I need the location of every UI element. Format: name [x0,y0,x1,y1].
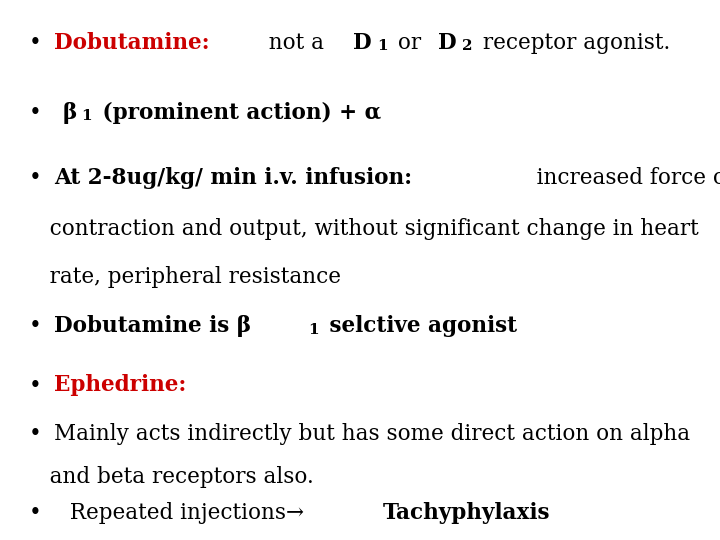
Text: 1: 1 [308,323,319,337]
Text: increased force of cardiac: increased force of cardiac [516,167,720,188]
Text: D: D [438,32,457,53]
Text: Mainly acts indirectly but has some direct action on alpha: Mainly acts indirectly but has some dire… [54,423,690,445]
Text: contraction and output, without significant change in heart: contraction and output, without signific… [29,218,698,240]
Text: Dobutamine:: Dobutamine: [54,32,210,53]
Text: Ephedrine:: Ephedrine: [54,375,186,396]
Text: and beta receptors also.: and beta receptors also. [29,467,313,488]
Text: •: • [29,503,55,524]
Text: •: • [29,102,55,124]
Text: Repeated injections→: Repeated injections→ [63,503,311,524]
Text: •: • [29,315,48,337]
Text: not a: not a [255,32,330,53]
Text: Dobutamine is β: Dobutamine is β [54,315,251,337]
Text: 2: 2 [462,39,473,53]
Text: Tachyphylaxis: Tachyphylaxis [383,503,550,524]
Text: 1: 1 [81,110,92,124]
Text: •: • [29,375,48,396]
Text: •: • [29,32,48,53]
Text: β: β [63,102,77,124]
Text: D: D [353,32,372,53]
Text: •: • [29,423,48,445]
Text: At 2-8ug/kg/ min i.v. infusion:: At 2-8ug/kg/ min i.v. infusion: [54,167,413,188]
Text: (prominent action) + α: (prominent action) + α [95,102,381,124]
Text: 1: 1 [377,39,387,53]
Text: or: or [390,32,428,53]
Text: receptor agonist.: receptor agonist. [476,32,670,53]
Text: •: • [29,167,48,188]
Text: rate, peripheral resistance: rate, peripheral resistance [29,267,341,288]
Text: selctive agonist: selctive agonist [322,315,517,337]
